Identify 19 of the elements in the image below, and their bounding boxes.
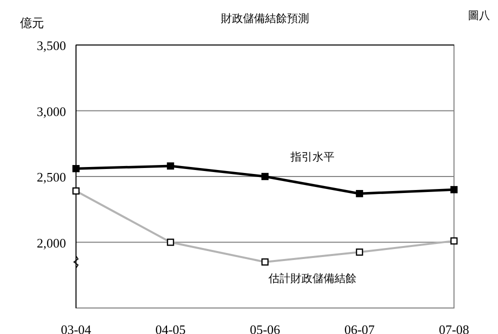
point xyxy=(261,172,269,180)
point xyxy=(166,162,174,170)
y-tick-label: 3,000 xyxy=(36,104,66,119)
y-tick-label: 3,500 xyxy=(36,38,66,53)
point xyxy=(450,186,458,194)
series-label: 指引水平 xyxy=(289,150,334,164)
x-tick-label: 06-07 xyxy=(344,322,376,334)
x-tick-label: 05-06 xyxy=(250,322,281,334)
chart-title: 財政儲備結餘預測 xyxy=(221,13,309,25)
x-tick-label: 04-05 xyxy=(155,322,186,334)
point xyxy=(72,165,80,172)
y-axis-title: 億元 xyxy=(20,16,44,30)
y-tick-label: 2,500 xyxy=(36,170,66,184)
series-label: 估計財政儲備結餘 xyxy=(268,272,356,285)
point xyxy=(356,190,364,198)
text: 圖八 xyxy=(468,10,490,22)
x-tick-label: 03-04 xyxy=(60,322,92,334)
x-tick-label: 07-08 xyxy=(438,322,470,334)
y-tick-label: 2,000 xyxy=(36,235,66,250)
